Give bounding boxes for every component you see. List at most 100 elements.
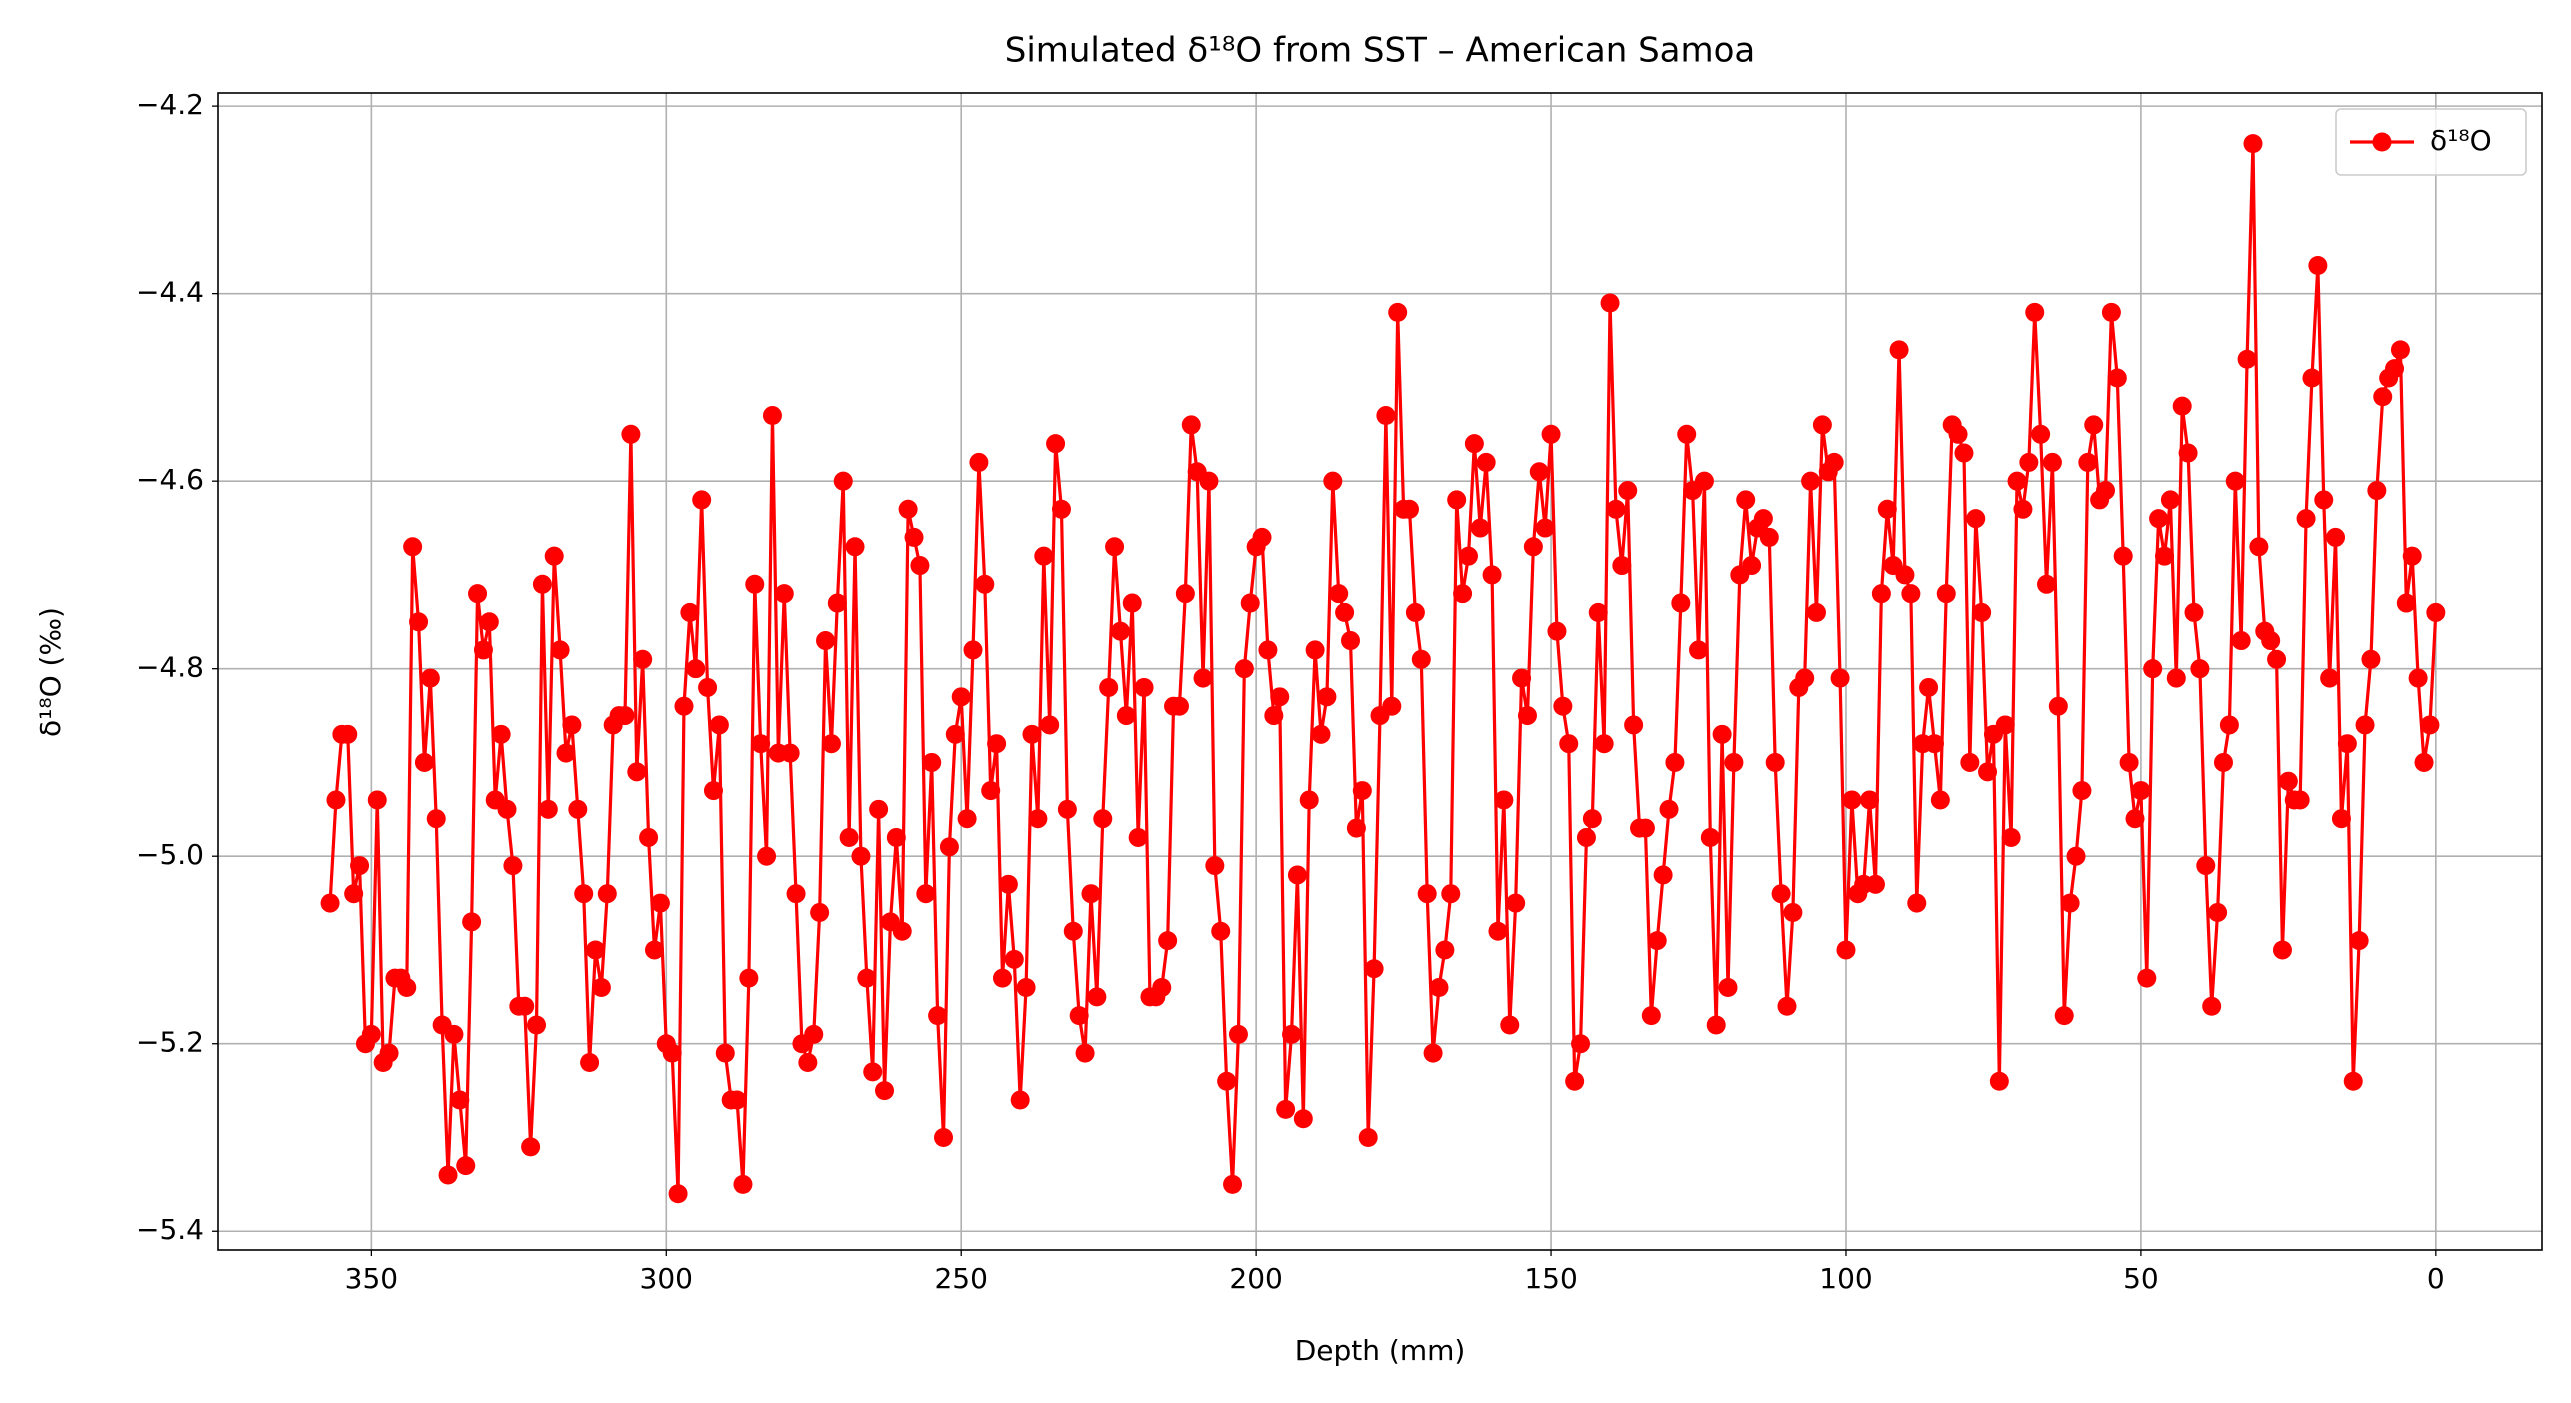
data-point: [2367, 481, 2387, 501]
data-point: [1995, 715, 2015, 735]
chart-title: Simulated δ¹⁸O from SST – American Samoa: [1005, 31, 1756, 71]
data-point: [2037, 574, 2057, 594]
data-point: [1706, 1015, 1726, 1035]
data-point: [1612, 556, 1632, 576]
data-point: [1270, 687, 1290, 707]
data-point: [1482, 565, 1502, 585]
x-tick-label: 0: [2427, 1262, 2445, 1295]
x-tick-label: 350: [345, 1262, 398, 1295]
data-point: [1647, 931, 1667, 951]
data-point: [1571, 1034, 1591, 1054]
data-point: [1034, 546, 1054, 566]
data-point: [1871, 584, 1891, 604]
data-point: [1217, 1071, 1237, 1091]
y-tick-label: −4.4: [136, 276, 204, 309]
data-point: [1677, 424, 1697, 444]
data-point: [1924, 734, 1944, 754]
data-point: [1051, 499, 1071, 519]
y-tick-label: −4.6: [136, 463, 204, 496]
data-point: [1777, 996, 1797, 1016]
data-point: [1559, 734, 1579, 754]
data-point: [2408, 668, 2428, 688]
data-point: [1824, 452, 1844, 472]
data-point: [910, 556, 930, 576]
data-point: [1966, 509, 1986, 529]
data-point: [2343, 1071, 2363, 1091]
data-point: [1110, 621, 1130, 641]
data-point: [2314, 490, 2334, 510]
data-point: [2025, 302, 2045, 322]
data-point: [1105, 537, 1125, 557]
data-point: [1653, 865, 1673, 885]
data-point: [1812, 415, 1832, 435]
data-point: [745, 574, 765, 594]
data-point: [1240, 593, 1260, 613]
data-point: [928, 1006, 948, 1026]
data-point: [1948, 424, 1968, 444]
data-point: [1329, 584, 1349, 604]
data-point: [2296, 509, 2316, 529]
data-point: [2172, 396, 2192, 416]
data-point: [1500, 1015, 1520, 1035]
data-point: [650, 893, 670, 913]
data-point: [527, 1015, 547, 1035]
data-point: [1470, 518, 1490, 538]
data-point: [1252, 527, 1272, 547]
data-point: [2349, 931, 2369, 951]
data-point: [863, 1062, 883, 1082]
data-point: [361, 1024, 381, 1044]
data-point: [1205, 856, 1225, 876]
data-point: [869, 799, 889, 819]
data-point: [627, 762, 647, 782]
data-point: [2031, 424, 2051, 444]
data-point: [1382, 696, 1402, 716]
data-point: [1276, 1099, 1296, 1119]
data-point: [444, 1024, 464, 1044]
data-point: [780, 743, 800, 763]
legend-box: [2335, 108, 2527, 176]
data-point: [1535, 518, 1555, 538]
data-point: [350, 856, 370, 876]
data-point: [851, 846, 871, 866]
data-point: [338, 724, 358, 744]
data-point: [2308, 256, 2328, 276]
data-point: [1158, 931, 1178, 951]
data-point: [1004, 949, 1024, 969]
data-point: [757, 846, 777, 866]
data-point: [1771, 884, 1791, 904]
data-point: [2054, 1006, 2074, 1026]
data-point: [644, 940, 664, 960]
data-point: [1907, 893, 1927, 913]
data-point: [1399, 499, 1419, 519]
data-point: [1022, 724, 1042, 744]
data-point: [2267, 649, 2287, 669]
data-point: [668, 1184, 688, 1204]
data-point: [409, 612, 429, 632]
data-point: [1494, 790, 1514, 810]
data-point: [1541, 424, 1561, 444]
data-point: [379, 1043, 399, 1063]
data-point: [426, 809, 446, 829]
data-point: [403, 537, 423, 557]
data-point: [2414, 752, 2434, 772]
data-point: [1742, 556, 1762, 576]
data-point: [1046, 434, 1066, 454]
data-point: [981, 781, 1001, 801]
data-point: [2331, 809, 2351, 829]
data-point: [1099, 677, 1119, 697]
data-point: [1618, 481, 1638, 501]
data-point: [934, 1127, 954, 1147]
data-point: [1447, 490, 1467, 510]
data-point: [1565, 1071, 1585, 1091]
data-point: [1783, 902, 1803, 922]
data-point: [703, 781, 723, 801]
data-point: [2290, 790, 2310, 810]
data-point: [1293, 1109, 1313, 1129]
data-point: [1175, 584, 1195, 604]
data-point: [1600, 293, 1620, 313]
data-point: [1223, 1174, 1243, 1194]
data-point: [2225, 471, 2245, 491]
data-point: [2042, 452, 2062, 472]
data-point: [1287, 865, 1307, 885]
